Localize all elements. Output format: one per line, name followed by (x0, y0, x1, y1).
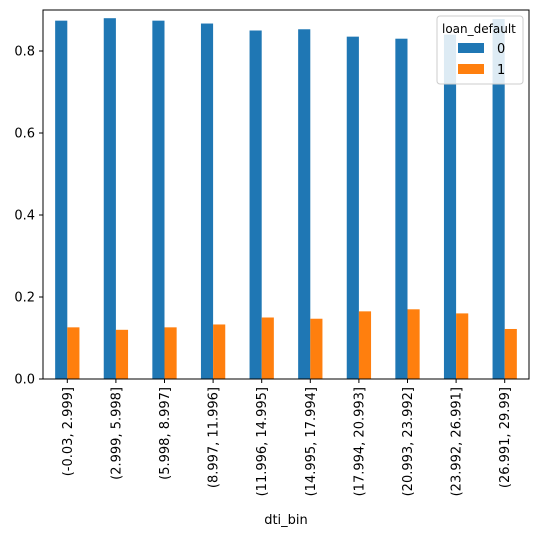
bar-series-0-3 (200, 23, 214, 380)
x-tick-label: (5.998, 8.997] (158, 387, 173, 480)
bar-series-1-6 (358, 311, 372, 379)
bar-series-1-3 (213, 324, 226, 379)
bar-series-1-0 (67, 327, 80, 379)
bar-series-1-7 (407, 309, 420, 379)
bar-series-0-0 (55, 20, 68, 379)
x-tick-label: (23.992, 26.991] (450, 387, 465, 496)
legend-title: loan_default (442, 22, 516, 36)
legend-swatch-series-1 (458, 64, 484, 74)
y-tick-label: 0.0 (14, 373, 35, 388)
x-tick-label: (20.993, 23.992] (401, 387, 416, 496)
y-axis: 0.0 0.2 0.4 0.6 0.8 (14, 45, 43, 388)
x-tick-label: (17.994, 20.993] (352, 387, 367, 496)
legend: loan_default 0 1 (436, 15, 524, 85)
bar-series-0-6 (346, 36, 359, 380)
bar-series-0-5 (298, 29, 311, 380)
bar-series-0-4 (249, 30, 262, 379)
bar-series-1-2 (164, 327, 177, 379)
bar-series-1-9 (504, 328, 517, 379)
bars-layer (55, 18, 517, 380)
x-tick-label: (2.999, 5.998] (109, 387, 124, 480)
bar-series-0-1 (103, 18, 116, 379)
y-tick-label: 0.6 (14, 127, 35, 142)
x-tick-label: (14.995, 17.994] (304, 387, 319, 496)
x-tick-label: (11.996, 14.995] (255, 387, 270, 496)
bar-series-1-4 (261, 317, 274, 379)
bar-series-0-7 (395, 38, 408, 379)
x-tick-label: (26.991, 29.99] (498, 387, 513, 488)
bar-series-1-5 (310, 318, 323, 379)
x-axis-label: dti_bin (264, 513, 308, 528)
bar-series-0-8 (443, 34, 457, 379)
legend-label-series-1: 1 (497, 63, 505, 78)
y-tick-label: 0.4 (14, 209, 35, 224)
bar-series-1-8 (456, 313, 469, 379)
bar-series-0-9 (492, 19, 505, 380)
legend-swatch-series-0 (458, 43, 484, 53)
bar-series-1-1 (115, 329, 129, 379)
axes-frame (42, 9, 530, 380)
x-tick-label: (8.997, 11.996] (207, 387, 222, 488)
x-tick-label: (-0.03, 2.999] (61, 387, 76, 476)
x-axis: (-0.03, 2.999] (2.999, 5.998] (5.998, 8.99… (61, 379, 513, 496)
y-tick-label: 0.2 (14, 291, 35, 306)
legend-label-series-0: 0 (497, 42, 505, 57)
bar-series-0-2 (152, 20, 165, 379)
y-tick-label: 0.8 (14, 45, 35, 60)
